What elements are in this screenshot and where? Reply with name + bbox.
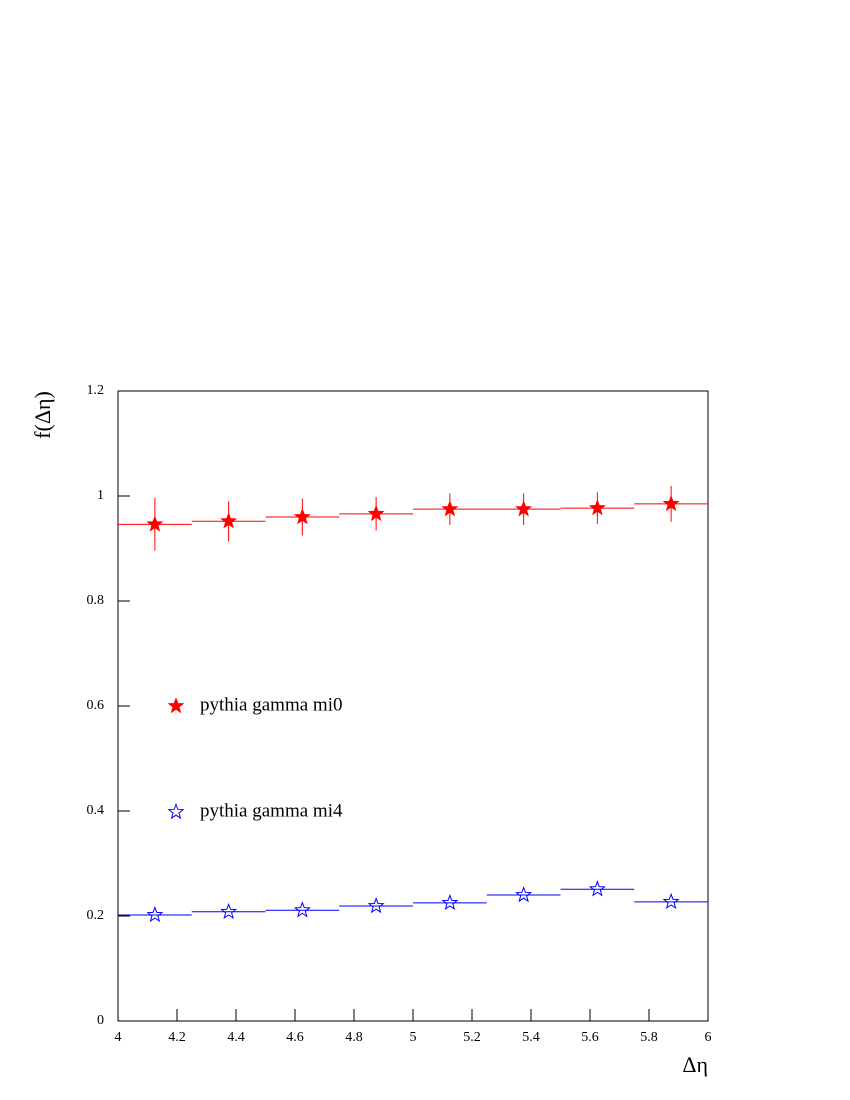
x-tick-label: 4.6 xyxy=(286,1030,304,1045)
y-tick-label: 0.4 xyxy=(87,803,105,818)
data-point xyxy=(146,906,164,923)
data-point xyxy=(662,494,680,512)
x-tick-label: 6 xyxy=(705,1030,712,1045)
y-tick-label: 0.8 xyxy=(87,593,105,608)
x-tick-label: 4.8 xyxy=(345,1030,363,1045)
y-tick-label: 0.6 xyxy=(87,698,105,713)
x-axis-label: Δη xyxy=(682,1052,708,1077)
data-point xyxy=(662,892,680,910)
y-tick-label: 0.2 xyxy=(87,908,105,923)
x-tick-label: 5.2 xyxy=(463,1030,481,1045)
data-point xyxy=(515,886,533,903)
data-point xyxy=(220,512,238,529)
data-point xyxy=(441,500,459,517)
legend-label: pythia gamma mi0 xyxy=(200,694,342,715)
y-tick-label: 0 xyxy=(97,1013,104,1028)
x-tick-label: 4.4 xyxy=(227,1030,245,1045)
data-point xyxy=(515,500,533,517)
x-tick-label: 5 xyxy=(410,1030,417,1045)
data-point xyxy=(441,893,459,911)
x-tick-label: 5.6 xyxy=(581,1030,599,1045)
x-tick-label: 4.2 xyxy=(168,1030,186,1045)
data-point xyxy=(293,901,311,918)
legend-label: pythia gamma mi4 xyxy=(200,800,343,821)
data-point xyxy=(367,504,385,522)
x-tick-label: 4 xyxy=(115,1030,122,1045)
data-point xyxy=(146,515,164,532)
x-tick-label: 5.8 xyxy=(640,1030,658,1045)
legend-marker xyxy=(167,697,185,714)
data-point xyxy=(588,880,606,897)
y-axis-label: f(Δη) xyxy=(30,391,55,439)
x-tick-label: 5.4 xyxy=(522,1030,540,1045)
y-tick-label: 1 xyxy=(97,488,104,503)
data-point xyxy=(220,902,238,920)
data-point xyxy=(367,897,385,914)
data-point xyxy=(588,499,606,516)
legend-marker xyxy=(167,803,185,820)
y-tick-label: 1.2 xyxy=(87,383,105,398)
data-point xyxy=(293,508,311,525)
